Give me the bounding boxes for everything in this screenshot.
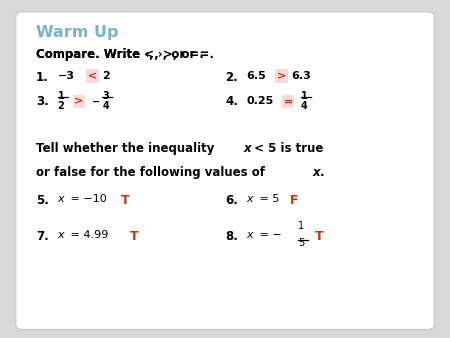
Text: x: x [313,166,320,178]
Text: 2: 2 [103,71,110,81]
Text: 2: 2 [58,101,64,112]
Text: 6.5: 6.5 [247,71,266,81]
Text: Tell whether the inequality: Tell whether the inequality [36,142,219,155]
Text: < 5 is true: < 5 is true [250,142,324,155]
Text: 1.: 1. [36,71,49,84]
Text: −3: −3 [58,71,75,81]
Text: 7.: 7. [36,230,49,243]
Text: 6.: 6. [225,194,238,207]
Text: 5.: 5. [36,194,49,207]
Text: 5: 5 [298,238,304,248]
Text: 3.: 3. [36,95,49,108]
Text: T: T [315,230,324,243]
Text: F: F [290,194,299,207]
Text: x: x [243,142,251,155]
Text: Compare. Write <, >, or =.: Compare. Write <, >, or =. [36,48,214,61]
Text: 6.3: 6.3 [292,71,311,81]
Text: 3: 3 [102,91,109,101]
Text: >: > [277,71,286,81]
Text: Warm Up: Warm Up [36,25,118,40]
Text: 8.: 8. [225,230,238,243]
Text: 4: 4 [102,101,109,112]
Text: 4.: 4. [225,95,238,108]
Text: .: . [320,166,324,178]
Text: 2.: 2. [225,71,238,84]
Text: −: − [92,96,100,106]
Text: Compare. Write ‹, ›, or =.: Compare. Write ‹, ›, or =. [36,48,204,61]
Text: x: x [247,194,253,204]
Text: or false for the following values of: or false for the following values of [36,166,269,178]
Text: = 4.99: = 4.99 [67,230,108,240]
Text: = 5: = 5 [256,194,279,204]
Text: x: x [58,230,64,240]
Text: <: < [88,71,97,81]
Text: 1: 1 [298,221,304,232]
FancyBboxPatch shape [16,12,434,330]
Text: x: x [58,194,64,204]
Text: T: T [121,194,129,207]
Text: 1: 1 [301,91,307,101]
Text: x: x [247,230,253,240]
Text: = −: = − [256,230,281,240]
Text: 1: 1 [58,91,64,101]
Text: >: > [74,96,84,106]
Text: 4: 4 [301,101,307,112]
Text: = −10: = −10 [67,194,106,204]
Text: T: T [130,230,138,243]
Text: 0.25: 0.25 [247,96,274,106]
Text: =: = [284,96,293,106]
